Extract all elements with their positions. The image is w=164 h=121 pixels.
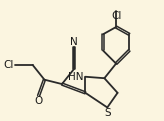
Text: O: O — [34, 96, 43, 106]
Text: Cl: Cl — [3, 60, 14, 70]
Text: Cl: Cl — [111, 11, 121, 21]
Text: S: S — [105, 108, 111, 118]
Text: N: N — [70, 37, 78, 47]
Text: HN: HN — [68, 72, 84, 82]
